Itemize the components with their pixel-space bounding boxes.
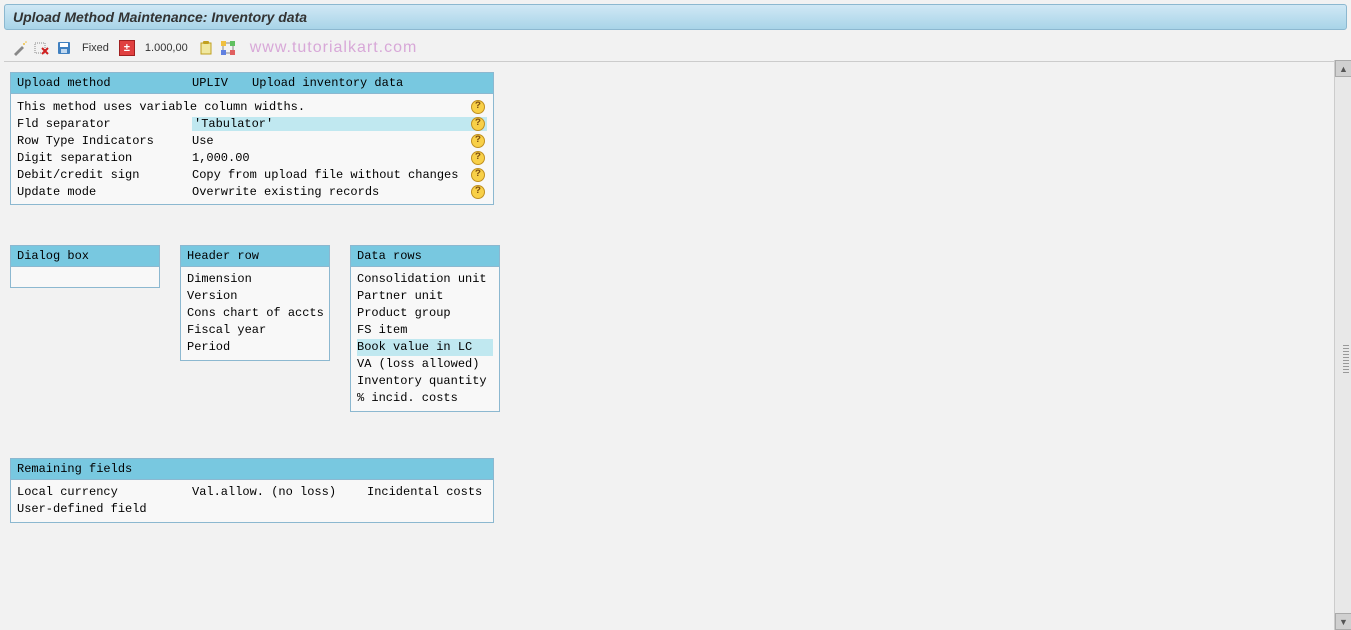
remaining-value	[367, 501, 487, 518]
kv-key: Debit/credit sign	[17, 168, 192, 182]
scroll-grip-icon	[1343, 345, 1349, 375]
kv-value: Copy from upload file without changes	[192, 168, 487, 182]
list-item[interactable]: FS item	[357, 322, 493, 339]
kv-row: Digit separation1,000.00?	[17, 149, 487, 166]
vertical-scrollbar[interactable]: ▲ ▼	[1334, 60, 1351, 630]
scroll-up-icon[interactable]: ▲	[1335, 60, 1351, 77]
list-item[interactable]: Partner unit	[357, 288, 493, 305]
delete-selection-icon[interactable]	[34, 40, 50, 56]
wand-icon[interactable]	[12, 40, 28, 56]
page-title: Upload Method Maintenance: Inventory dat…	[13, 9, 1338, 25]
list-item[interactable]: Version	[187, 288, 323, 305]
fixed-label: Fixed	[82, 42, 109, 54]
help-icon[interactable]: ?	[471, 100, 485, 114]
header-row-panel: Header row DimensionVersionCons chart of…	[180, 245, 330, 361]
list-item[interactable]: Period	[187, 339, 323, 356]
columns-row: Dialog box Header row DimensionVersionCo…	[10, 245, 1341, 422]
upload-method-panel: Upload method UPLIV Upload inventory dat…	[10, 72, 494, 205]
kv-key: Update mode	[17, 185, 192, 199]
dialog-box-header: Dialog box	[11, 246, 159, 267]
remaining-key: User-defined field	[17, 501, 192, 518]
remaining-value	[192, 501, 367, 518]
list-item[interactable]: Inventory quantity	[357, 373, 493, 390]
content-area: Upload method UPLIV Upload inventory dat…	[0, 62, 1351, 628]
kv-value: 'Tabulator'	[192, 117, 487, 131]
help-icon[interactable]: ?	[471, 117, 485, 131]
kv-value: 1,000.00	[192, 151, 487, 165]
kv-row: Debit/credit signCopy from upload file w…	[17, 166, 487, 183]
method-note-row: This method uses variable column widths.…	[17, 98, 487, 115]
upload-method-header: Upload method UPLIV Upload inventory dat…	[11, 73, 493, 94]
kv-key: Row Type Indicators	[17, 134, 192, 148]
remaining-fields-body: Local currencyVal.allow. (no loss)Incide…	[11, 480, 493, 522]
scroll-down-icon[interactable]: ▼	[1335, 613, 1351, 630]
list-item[interactable]: VA (loss allowed)	[357, 356, 493, 373]
list-item[interactable]: Dimension	[187, 271, 323, 288]
clipboard-icon[interactable]	[198, 40, 214, 56]
data-rows-panel: Data rows Consolidation unitPartner unit…	[350, 245, 500, 412]
remaining-fields-panel: Remaining fields Local currencyVal.allow…	[10, 458, 494, 523]
help-icon[interactable]: ?	[471, 134, 485, 148]
kv-key: Fld separator	[17, 117, 192, 131]
list-item[interactable]: % incid. costs	[357, 390, 493, 407]
upload-method-desc: Upload inventory data	[252, 76, 403, 90]
kv-value: Overwrite existing records	[192, 185, 487, 199]
dialog-box-body	[11, 267, 159, 287]
remaining-fields-header: Remaining fields	[11, 459, 493, 480]
list-item[interactable]: Fiscal year	[187, 322, 323, 339]
remaining-value: Val.allow. (no loss)	[192, 484, 367, 501]
kv-row: Update modeOverwrite existing records?	[17, 183, 487, 200]
list-item[interactable]: Book value in LC	[357, 339, 493, 356]
kv-row: Fld separator'Tabulator'?	[17, 115, 487, 132]
help-icon[interactable]: ?	[471, 151, 485, 165]
watermark-text: www.tutorialkart.com	[250, 39, 418, 57]
save-icon[interactable]	[56, 40, 72, 56]
kv-key: Digit separation	[17, 151, 192, 165]
data-rows-header: Data rows	[351, 246, 499, 267]
toolbar: Fixed ± 1.000,00 www.tutorialkart.com	[4, 34, 1347, 62]
help-icon[interactable]: ?	[471, 168, 485, 182]
header-row-body: DimensionVersionCons chart of acctsFisca…	[181, 267, 329, 360]
remaining-value: Incidental costs	[367, 484, 487, 501]
upload-method-code: UPLIV	[192, 76, 252, 90]
help-icon[interactable]: ?	[471, 185, 485, 199]
upload-method-label: Upload method	[17, 76, 192, 90]
remaining-key: Local currency	[17, 484, 192, 501]
title-bar: Upload Method Maintenance: Inventory dat…	[4, 4, 1347, 30]
list-item[interactable]: Product group	[357, 305, 493, 322]
list-item[interactable]: Consolidation unit	[357, 271, 493, 288]
kv-value: Use	[192, 134, 487, 148]
header-row-header: Header row	[181, 246, 329, 267]
kv-row: Row Type IndicatorsUse?	[17, 132, 487, 149]
upload-method-body: This method uses variable column widths.…	[11, 94, 493, 204]
negative-indicator-icon[interactable]: ±	[119, 40, 135, 56]
structure-icon[interactable]	[220, 40, 236, 56]
dialog-box-panel: Dialog box	[10, 245, 160, 288]
number-value: 1.000,00	[145, 42, 188, 54]
method-note-text: This method uses variable column widths.	[17, 100, 305, 114]
data-rows-body: Consolidation unitPartner unitProduct gr…	[351, 267, 499, 411]
list-item[interactable]: Cons chart of accts	[187, 305, 323, 322]
